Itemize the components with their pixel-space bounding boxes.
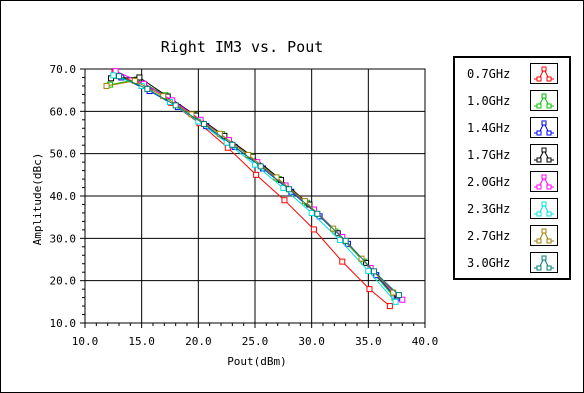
legend-swatch-icon (530, 198, 558, 219)
legend-item: 3.0GHz (455, 251, 573, 277)
chart-title: Right IM3 vs. Pout (161, 38, 324, 56)
legend-label: 3.0GHz (467, 256, 511, 270)
data-point (103, 82, 110, 89)
data-point (395, 292, 402, 299)
series-line (114, 71, 391, 307)
data-point (371, 268, 377, 275)
data-point (136, 74, 143, 81)
legend-label: 2.0GHz (467, 175, 511, 189)
data-point (172, 102, 179, 109)
series-2.0GHz (112, 68, 406, 303)
legend-swatch-icon (530, 144, 558, 165)
series-0.7GHz (111, 69, 393, 310)
legend-item: 1.7GHz (455, 143, 573, 169)
series-line (115, 70, 403, 301)
series-1.0GHz (106, 76, 398, 301)
plot-area (84, 68, 426, 324)
data-point (365, 267, 372, 274)
data-point (281, 197, 288, 204)
data-point (392, 298, 399, 305)
data-point (253, 171, 260, 178)
y-tick-label: 40.0 (50, 190, 77, 203)
data-point (314, 210, 321, 217)
x-tick-label: 10.0 (72, 335, 99, 348)
legend-swatch-icon (530, 252, 558, 273)
y-tick-label: 50.0 (50, 148, 77, 161)
legend-swatch-icon (530, 171, 558, 192)
y-tick-label: 20.0 (50, 275, 77, 288)
grid (85, 69, 425, 323)
data-point (366, 286, 373, 293)
axis-ticks (80, 68, 426, 328)
data-point (337, 237, 343, 244)
series-line (106, 80, 394, 293)
data-point (386, 303, 393, 310)
series-line (109, 79, 395, 298)
data-point (257, 163, 264, 170)
data-point (280, 184, 287, 191)
series-1.7GHz (108, 74, 401, 299)
series-line (111, 76, 399, 296)
series-3.0GHz (116, 73, 402, 299)
series-1.4GHz (118, 74, 400, 302)
data-point (342, 237, 349, 244)
legend-label: 2.3GHz (467, 202, 511, 216)
x-tick-label: 35.0 (355, 335, 382, 348)
data-point (144, 85, 151, 92)
x-axis-label: Pout(dBm) (227, 355, 287, 368)
series-line (121, 77, 398, 299)
legend-item: 2.3GHz (455, 197, 573, 223)
data-point (116, 73, 122, 80)
series-layer (103, 68, 406, 310)
legend-swatch-icon (530, 90, 558, 111)
data-point (308, 209, 315, 216)
data-point (229, 141, 236, 148)
x-tick-label: 25.0 (242, 335, 269, 348)
legend-item: 1.0GHz (455, 89, 573, 115)
series-2.3GHz (110, 72, 399, 305)
legend-swatch-icon (530, 117, 558, 138)
data-point (399, 296, 406, 303)
data-point (339, 258, 346, 265)
legend-swatch-icon (530, 225, 558, 246)
data-point (201, 121, 207, 128)
legend-label: 1.4GHz (467, 121, 511, 135)
x-tick-label: 15.0 (128, 335, 155, 348)
data-point (286, 186, 292, 193)
data-point (110, 72, 117, 79)
series-line (113, 74, 396, 303)
x-tick-label: 40.0 (412, 335, 439, 348)
series-line (118, 75, 400, 296)
legend-label: 1.7GHz (467, 148, 511, 162)
legend-item: 2.7GHz (455, 224, 573, 250)
y-tick-label: 10.0 (50, 317, 77, 330)
legend-label: 0.7GHz (467, 67, 511, 81)
y-tick-label: 30.0 (50, 232, 77, 245)
legend-item: 0.7GHz (455, 62, 573, 88)
legend-item: 1.4GHz (455, 116, 573, 142)
data-point (310, 226, 317, 233)
x-tick-label: 30.0 (298, 335, 325, 348)
y-tick-label: 70.0 (50, 63, 77, 76)
legend-label: 2.7GHz (467, 229, 511, 243)
y-axis-label: Amplitude(dBc) (31, 153, 44, 246)
y-tick-label: 60.0 (50, 105, 77, 118)
legend: 0.7GHz 1.0GHz 1.4GHz 1.7GHz 2.0GHz 2.3GHz 2.7G… (453, 56, 571, 280)
tick-labels: 10.0 15.0 20.0 25.0 30.0 35.0 40.0 10.0 20.0 30.0… (50, 63, 439, 348)
x-tick-label: 20.0 (185, 335, 212, 348)
legend-swatch-icon (530, 63, 558, 84)
legend-item: 2.0GHz (455, 170, 573, 196)
legend-label: 1.0GHz (467, 94, 511, 108)
